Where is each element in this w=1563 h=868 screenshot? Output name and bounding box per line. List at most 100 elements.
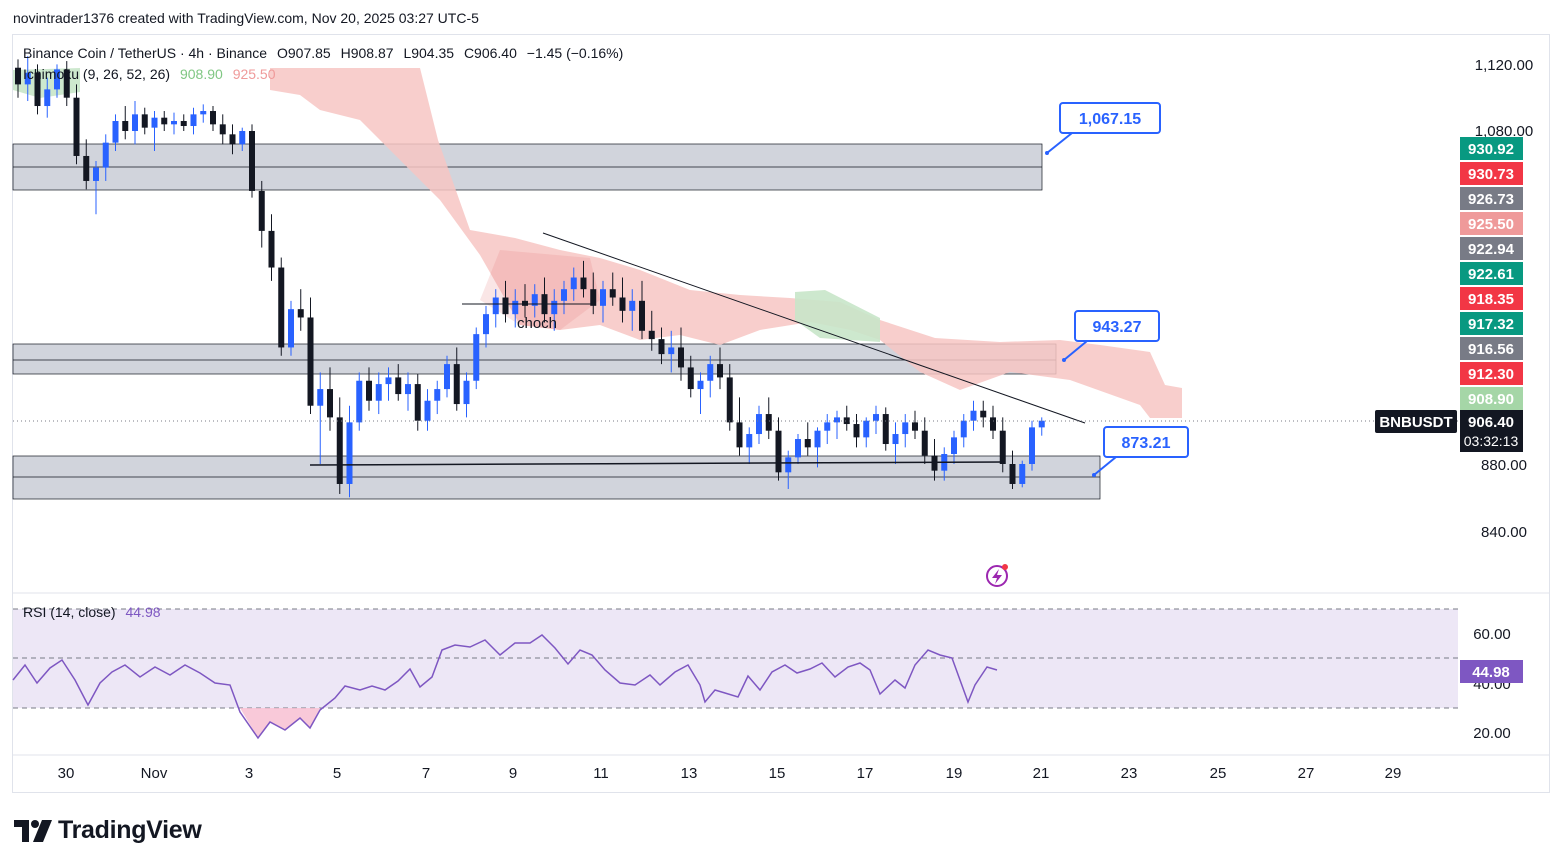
kumo-bullish-late xyxy=(795,290,880,342)
candle-body xyxy=(492,297,499,315)
candle-body xyxy=(385,377,392,385)
candle-body xyxy=(366,380,372,401)
lightning-dot xyxy=(1002,564,1008,570)
candle-body xyxy=(863,420,870,438)
candle-body xyxy=(531,294,538,306)
price-tag-box xyxy=(1460,387,1523,410)
price-tag-value: 917.32 xyxy=(1468,316,1514,333)
rsi-axis-label: 20.00 xyxy=(1473,725,1511,742)
kumo-bearish xyxy=(270,68,1182,418)
zone-lower xyxy=(12,455,1101,500)
candle-body xyxy=(648,330,655,340)
candle-body xyxy=(1029,427,1035,464)
candle-body xyxy=(278,267,285,348)
lightning-bolt xyxy=(992,569,1002,584)
price-tag-box xyxy=(1460,262,1523,285)
candle-body xyxy=(405,384,411,395)
candle-body xyxy=(600,289,606,306)
callout-value: 873.21 xyxy=(1122,435,1171,452)
candle-body xyxy=(843,417,850,425)
candle-body xyxy=(658,339,665,355)
candle-body xyxy=(395,377,402,395)
candle-body xyxy=(775,430,782,473)
candle-body xyxy=(44,89,51,107)
brand-name: TradingView xyxy=(58,816,202,844)
publisher-line: novintrader1376 created with TradingView… xyxy=(13,10,479,26)
candle-body xyxy=(473,334,480,381)
lightning-icon xyxy=(986,565,1008,587)
time-axis-label: 25 xyxy=(1210,765,1227,782)
symbol-legend[interactable]: Binance Coin / TetherUS · 4h · Binance O… xyxy=(23,45,629,61)
candle-body xyxy=(502,297,509,315)
candle-body xyxy=(73,97,80,156)
candle-body xyxy=(980,410,987,418)
candle-body xyxy=(327,389,333,418)
rsi-line xyxy=(12,634,998,740)
axes: 1,120.001,080.00880.00840.0060.0040.0020… xyxy=(13,57,1550,782)
price-tag-value: 922.61 xyxy=(1468,266,1514,283)
candle-body xyxy=(970,410,977,421)
price-tag-box xyxy=(1460,187,1523,210)
tradingview-logo[interactable]: TradingView xyxy=(14,816,202,845)
candle-body xyxy=(551,300,558,315)
candle-body xyxy=(814,430,821,448)
candle-body xyxy=(54,69,60,90)
callout-box xyxy=(1103,426,1189,458)
candle-body xyxy=(873,414,879,421)
rsi-tag-value: 44.98 xyxy=(1472,664,1510,681)
ichimoku-legend[interactable]: Ichimoku (9, 26, 52, 26) 908.90 925.50 xyxy=(23,66,276,82)
candle-body xyxy=(931,455,938,471)
time-axis-label: 19 xyxy=(946,765,963,782)
candle-body xyxy=(63,69,70,98)
candle-body xyxy=(951,437,957,455)
callout-box xyxy=(1074,310,1160,342)
candle-body xyxy=(717,364,723,378)
price-tag-box xyxy=(1460,137,1523,160)
callout-value: 943.27 xyxy=(1093,319,1142,336)
candle-body xyxy=(795,439,801,458)
supply-demand-zones xyxy=(12,143,1101,500)
ichimoku-value-1: 908.90 xyxy=(179,66,223,82)
time-axis-label: 27 xyxy=(1298,765,1315,782)
chart-frame xyxy=(12,34,1550,793)
symbol-tag-box xyxy=(1375,410,1457,433)
candle-body xyxy=(736,422,743,448)
candle-body xyxy=(668,347,675,355)
rsi-legend[interactable]: RSI (14, close) 44.98 xyxy=(23,604,161,620)
tradingview-logo-icon xyxy=(14,819,52,842)
ichimoku-value-2: 925.50 xyxy=(232,66,276,82)
symbol-name: Binance Coin / TetherUS · 4h · Binance xyxy=(23,45,268,61)
callout-anchor xyxy=(1045,151,1049,155)
kumo-overlap xyxy=(480,250,600,330)
candle-body xyxy=(83,155,90,181)
rsi-pane xyxy=(12,592,1550,740)
candle-body xyxy=(229,134,236,145)
candle-body xyxy=(912,422,918,431)
candle-body xyxy=(434,389,441,401)
candle-body xyxy=(990,417,996,431)
candle-body xyxy=(609,289,616,298)
price-tags: 930.92 930.73 926.73 925.50 922.94 922.61 918.… xyxy=(1375,137,1523,683)
rsi-value: 44.98 xyxy=(125,604,161,620)
candle-body xyxy=(726,377,733,423)
candle-body xyxy=(190,114,197,127)
candle-body xyxy=(678,347,684,368)
candle-body xyxy=(132,114,138,131)
time-axis-label: 5 xyxy=(333,765,341,782)
time-axis-label: 15 xyxy=(769,765,786,782)
candle-body xyxy=(161,117,168,125)
price-tag-value: 912.30 xyxy=(1468,366,1514,383)
ichimoku-label: Ichimoku (9, 26, 52, 26) xyxy=(23,66,171,82)
time-axis-label: 21 xyxy=(1033,765,1050,782)
candle-body xyxy=(453,364,460,405)
candle-body xyxy=(219,124,226,135)
candle-body xyxy=(756,414,762,435)
symbol-tag-text: BNBUSDT xyxy=(1379,414,1452,431)
callout-pointer xyxy=(1093,456,1117,476)
candle-body xyxy=(356,380,363,423)
rsi-label: RSI (14, close) xyxy=(23,604,116,620)
candle-body xyxy=(346,422,353,484)
choch-label: choch xyxy=(517,315,557,332)
candle-body xyxy=(151,117,158,128)
